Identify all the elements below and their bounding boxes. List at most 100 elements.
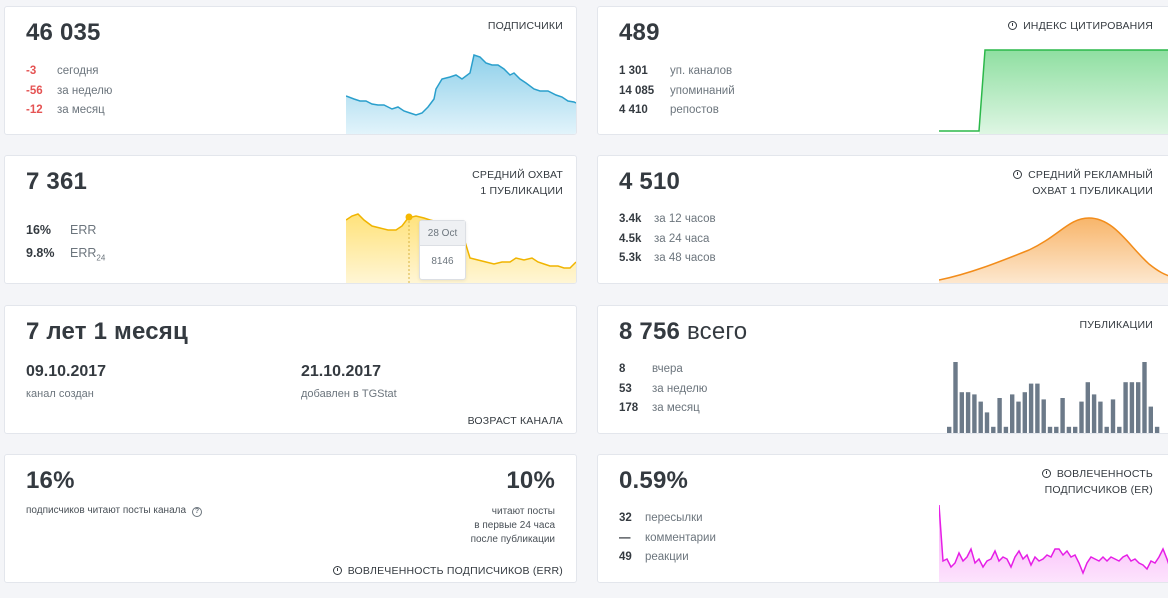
ad-24h-text: за 24 часа xyxy=(654,232,710,245)
posts-bar xyxy=(1054,426,1059,433)
posts-label: ПУБЛИКАЦИИ xyxy=(1079,319,1153,331)
reach-label-line2: 1 ПУБЛИКАЦИИ xyxy=(480,185,563,197)
posts-bar xyxy=(1154,426,1160,433)
ad-reach-label: СРЕДНИЙ РЕКЛАМНЫЙ ОХВАТ 1 ПУБЛИКАЦИИ xyxy=(1013,167,1153,199)
posts-bar xyxy=(947,426,952,433)
subs-today-num: -3 xyxy=(26,65,37,77)
posts-total-value: 8 756 xyxy=(619,318,681,345)
err-percent: 16% xyxy=(26,223,52,237)
posts-bar xyxy=(978,401,983,433)
posts-bar xyxy=(1136,382,1141,433)
ad-48h-text: за 48 часов xyxy=(654,252,716,264)
err24-label: ERR24 xyxy=(70,242,105,270)
err24-sub: 24 xyxy=(96,253,106,263)
posts-bar xyxy=(1028,383,1034,433)
subscribers-count: 46 035 xyxy=(26,19,101,46)
err24-percent: 9.8% xyxy=(26,246,55,260)
err-footer-text: ВОВЛЕЧЕННОСТЬ ПОДПИСЧИКОВ (ERR) xyxy=(347,565,563,577)
posts-yesterday-num: 8 xyxy=(619,363,626,375)
posts-bar xyxy=(1123,382,1128,433)
err-text: подписчиков читают посты канала? xyxy=(26,505,203,517)
posts-bar xyxy=(1003,426,1009,433)
posts-bar xyxy=(1035,383,1040,433)
subs-week-num: -56 xyxy=(26,84,43,97)
subs-week-text: за неделю xyxy=(57,84,113,97)
ad-reach-label-line2: ОХВАТ 1 ПУБЛИКАЦИИ xyxy=(1032,185,1153,197)
posts-bar xyxy=(1148,406,1153,433)
citation-reposts-text: репостов xyxy=(670,104,719,116)
posts-bar xyxy=(1047,426,1053,433)
err-footer: ВОВЛЕЧЕННОСТЬ ПОДПИСЧИКОВ (ERR) xyxy=(332,563,563,579)
er-stats: 32 пересылки — комментарии 49 реакции xyxy=(619,509,716,568)
reach-card[interactable]: 7 361 СРЕДНИЙ ОХВАТ 1 ПУБЛИКАЦИИ 16% ERR … xyxy=(4,155,577,284)
citation-label-text: ИНДЕКС ЦИТИРОВАНИЯ xyxy=(1023,20,1153,32)
er-forwards-num: 32 xyxy=(619,512,632,524)
posts-bar xyxy=(997,398,1002,433)
posts-bar xyxy=(984,412,990,433)
posts-card[interactable]: 8 756 всего ПУБЛИКАЦИИ 8 вчера 53 за недел… xyxy=(597,305,1168,434)
posts-bar xyxy=(1073,426,1078,433)
posts-bar-chart[interactable] xyxy=(947,356,1168,434)
posts-yesterday-text: вчера xyxy=(652,363,683,375)
posts-bar xyxy=(965,392,971,433)
posts-bar xyxy=(1010,394,1015,433)
ad-reach-chart[interactable] xyxy=(939,206,1168,284)
er-comments-text: комментарии xyxy=(645,531,716,544)
reach-tooltip: 28 Oct 8146 xyxy=(419,220,466,280)
er-label-line1: ВОВЛЕЧЕННОСТЬ xyxy=(1056,468,1153,480)
info-icon[interactable] xyxy=(1008,21,1018,30)
posts-bar xyxy=(1098,401,1103,433)
subscribers-sparkline[interactable] xyxy=(346,51,576,135)
posts-bar xyxy=(972,394,977,433)
citation-channels-num: 1 301 xyxy=(619,65,648,77)
err24-text-line1: читают посты xyxy=(491,506,555,517)
err-card[interactable]: 16% подписчиков читают посты канала? 10%… xyxy=(4,454,577,583)
citation-stats: 1 301 уп. каналов 14 085 упоминаний 4 410 р… xyxy=(619,62,735,121)
err24-label-text: ERR xyxy=(70,246,97,260)
err-text-content: подписчиков читают посты канала xyxy=(26,505,187,516)
posts-total: 8 756 всего xyxy=(619,318,747,346)
ad-reach-stats: 3.4k за 12 часов 4.5k за 24 часа 5.3k за 48… xyxy=(619,210,716,269)
err-value: 16% xyxy=(26,467,75,494)
posts-month-text: за месяц xyxy=(652,402,700,414)
posts-bar xyxy=(1016,401,1021,433)
citation-chart[interactable] xyxy=(939,47,1168,135)
ad-reach-card[interactable]: 4 510 СРЕДНИЙ РЕКЛАМНЫЙ ОХВАТ 1 ПУБЛИКАЦ… xyxy=(597,155,1168,284)
ad-12h-num: 3.4k xyxy=(619,213,642,225)
subs-month-num: -12 xyxy=(26,104,43,116)
age-card[interactable]: 7 лет 1 месяц 09.10.2017 канал создан 21… xyxy=(4,305,577,434)
subscribers-card[interactable]: 46 035 ПОДПИСЧИКИ -3 сегодня -56 за неделю… xyxy=(4,6,577,135)
ad-reach-value: 4 510 xyxy=(619,168,681,195)
info-icon[interactable] xyxy=(332,566,342,575)
posts-bar xyxy=(1129,382,1135,433)
added-label: добавлен в TGStat xyxy=(301,388,397,400)
citation-channels-text: уп. каналов xyxy=(670,65,733,77)
ad-48h-num: 5.3k xyxy=(619,252,642,264)
posts-bar xyxy=(1022,392,1027,433)
err24-value: 10% xyxy=(506,467,555,494)
er-sparkline[interactable] xyxy=(939,501,1168,583)
info-icon[interactable] xyxy=(1041,469,1051,478)
citation-reposts-num: 4 410 xyxy=(619,104,648,116)
posts-bar xyxy=(1066,426,1072,433)
err-label: ERR xyxy=(70,223,97,237)
citation-mentions-text: упоминаний xyxy=(670,84,735,97)
reach-stats: 16% ERR 9.8% ERR24 xyxy=(26,219,105,270)
posts-bar xyxy=(1091,394,1097,433)
info-icon[interactable] xyxy=(1013,170,1023,179)
question-icon[interactable]: ? xyxy=(192,507,203,517)
posts-bar xyxy=(1041,399,1046,433)
err24-text: читают посты в первые 24 часа после публ… xyxy=(471,505,555,547)
tooltip-date: 28 Oct xyxy=(420,221,465,246)
er-card[interactable]: 0.59% ВОВЛЕЧЕННОСТЬ ПОДПИСЧИКОВ (ER) 32 п… xyxy=(597,454,1168,583)
er-label: ВОВЛЕЧЕННОСТЬ ПОДПИСЧИКОВ (ER) xyxy=(1041,466,1153,498)
reach-hover-point xyxy=(405,213,413,221)
subscribers-label: ПОДПИСЧИКИ xyxy=(487,20,563,32)
posts-bar xyxy=(1079,401,1084,433)
posts-bar xyxy=(1085,382,1090,433)
posts-bar xyxy=(1060,398,1065,433)
tooltip-value: 8146 xyxy=(431,256,454,267)
posts-month-num: 178 xyxy=(619,402,639,414)
posts-week-text: за неделю xyxy=(652,382,708,395)
citation-card[interactable]: 489 ИНДЕКС ЦИТИРОВАНИЯ 1 301 уп. каналов … xyxy=(597,6,1168,135)
